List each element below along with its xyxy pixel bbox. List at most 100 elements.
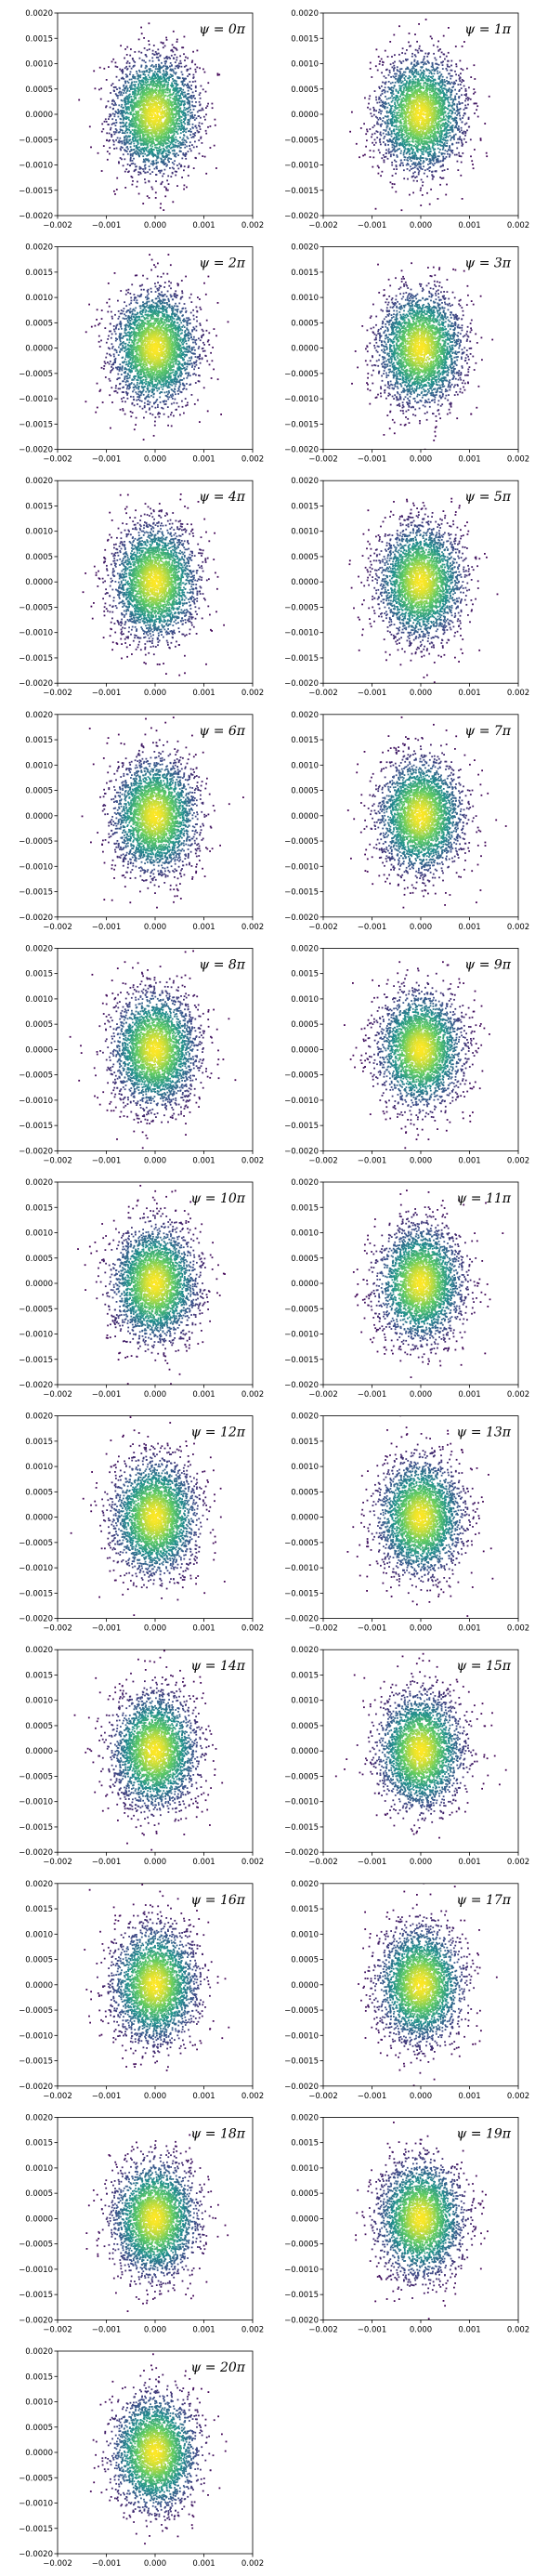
scatter-point — [391, 108, 393, 110]
scatter-point — [401, 52, 403, 54]
scatter-point — [149, 76, 150, 78]
scatter-point — [383, 105, 385, 107]
scatter-point — [417, 164, 419, 165]
scatter-point — [391, 56, 393, 58]
scatter-point — [392, 125, 394, 126]
scatter-point — [390, 181, 392, 183]
scatter-point — [173, 87, 175, 89]
scatter-point — [372, 115, 373, 117]
scatter-point — [196, 127, 198, 129]
scatter-point — [136, 81, 137, 83]
scatter-point — [437, 46, 438, 48]
scatter-point — [204, 72, 206, 73]
scatter-point — [437, 155, 438, 157]
scatter-point — [388, 149, 390, 151]
scatter-point — [385, 150, 387, 151]
scatter-point — [181, 124, 183, 125]
scatter-point — [407, 168, 409, 170]
scatter-point — [411, 56, 413, 58]
scatter-point — [385, 84, 386, 85]
scatter-point — [139, 76, 141, 78]
scatter-point — [449, 153, 450, 155]
scatter-point — [440, 128, 442, 130]
scatter-point — [403, 169, 405, 171]
scatter-point — [186, 146, 188, 148]
scatter-point — [424, 71, 425, 72]
scatter-point — [420, 70, 422, 72]
scatter-point — [410, 165, 411, 167]
scatter-point — [372, 126, 374, 128]
scatter-point — [145, 167, 147, 169]
scatter-point — [421, 67, 423, 69]
scatter-point — [432, 142, 434, 144]
y-tick-label: −0.0010 — [19, 162, 53, 171]
scatter-point — [387, 91, 389, 93]
scatter-point — [397, 137, 398, 138]
scatter-point — [176, 91, 178, 93]
scatter-point — [476, 109, 477, 111]
scatter-point — [144, 74, 146, 76]
scatter-point — [126, 146, 128, 148]
scatter-point — [150, 65, 152, 67]
scatter-point — [136, 71, 137, 72]
scatter-point — [409, 72, 411, 73]
scatter-point — [166, 84, 168, 85]
scatter-point — [439, 56, 441, 58]
scatter-point — [418, 81, 420, 83]
scatter-point — [186, 98, 188, 99]
scatter-point — [191, 61, 193, 63]
scatter-point — [217, 74, 219, 76]
scatter-point — [131, 118, 133, 120]
scatter-point — [398, 97, 399, 99]
scatter-point — [385, 77, 387, 79]
scatter-point — [456, 142, 458, 144]
scatter-point — [137, 171, 139, 173]
scatter-point — [177, 125, 179, 127]
scatter-point — [455, 134, 457, 136]
scatter-point — [95, 87, 97, 89]
scatter-point — [430, 76, 432, 78]
scatter-point — [149, 72, 150, 73]
scatter-point — [153, 45, 155, 46]
scatter-point — [442, 170, 444, 172]
scatter-point — [425, 19, 427, 20]
scatter-point — [437, 158, 438, 160]
scatter-point — [417, 50, 419, 52]
scatter-point — [202, 142, 203, 144]
scatter-point — [447, 66, 449, 68]
scatter-point — [146, 56, 148, 58]
scatter-point — [112, 59, 114, 60]
scatter-point — [444, 79, 446, 81]
scatter-point — [150, 173, 151, 175]
scatter-point — [113, 191, 115, 192]
scatter-point — [396, 146, 398, 148]
scatter-point — [411, 68, 413, 70]
scatter-point — [456, 107, 458, 109]
scatter-point — [152, 78, 154, 80]
scatter-point — [93, 71, 95, 72]
scatter-point — [447, 70, 449, 72]
scatter-point — [446, 77, 448, 79]
scatter-point — [458, 152, 460, 154]
scatter-point — [163, 107, 165, 109]
scatter-point — [153, 75, 155, 77]
scatter-point — [422, 146, 424, 148]
scatter-point — [114, 115, 116, 117]
scatter-point — [416, 180, 418, 182]
scatter-point — [160, 113, 162, 115]
scatter-point — [145, 82, 147, 84]
scatter-point — [381, 111, 383, 112]
scatter-point — [446, 142, 448, 144]
scatter-point — [374, 90, 376, 92]
scatter-point — [423, 146, 424, 148]
scatter-point — [437, 63, 438, 65]
scatter-point — [144, 138, 146, 139]
scatter-point — [115, 112, 117, 113]
scatter-point — [378, 150, 380, 151]
scatter-point — [450, 139, 451, 141]
scatter-point — [431, 38, 433, 40]
scatter-point — [401, 82, 403, 84]
scatter-point — [420, 188, 422, 190]
scatter-point — [189, 81, 191, 83]
scatter-point — [180, 132, 182, 134]
